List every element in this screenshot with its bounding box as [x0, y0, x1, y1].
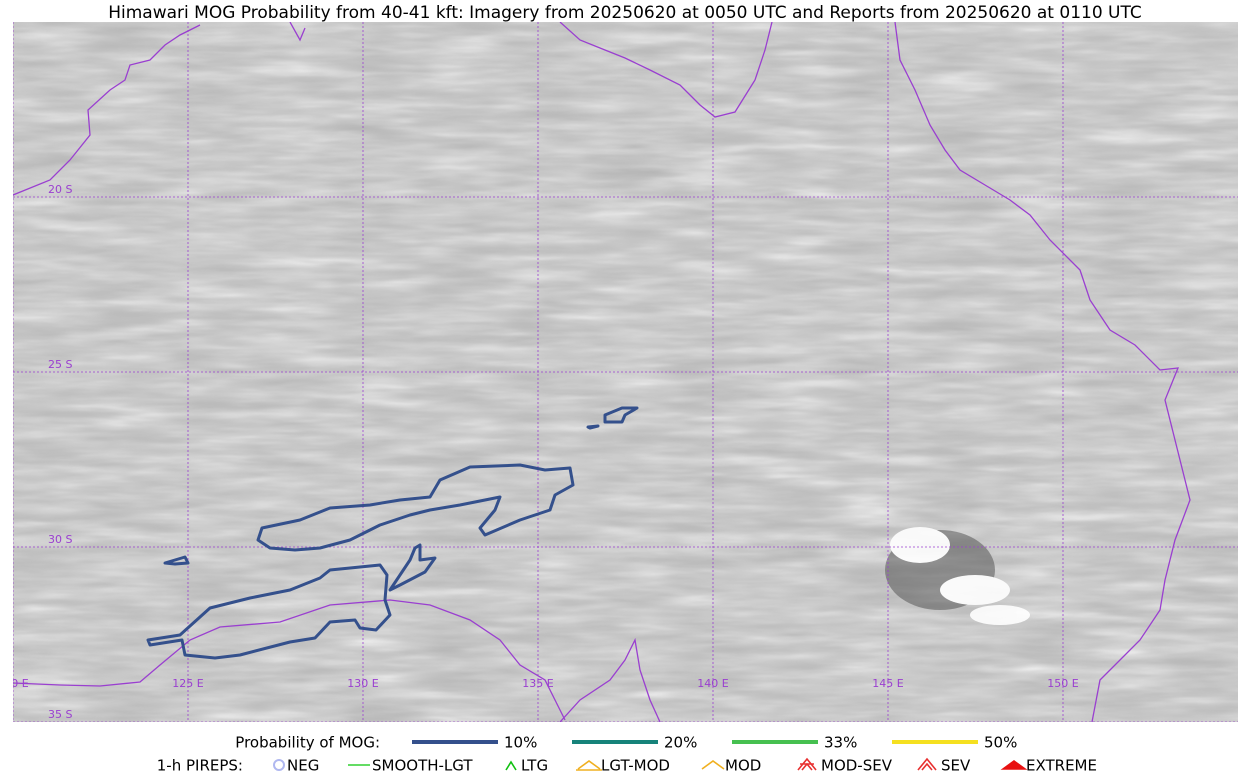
lat-label: 35 S — [48, 708, 72, 721]
pirep-icon — [917, 757, 937, 771]
pirep-label: NEG — [287, 757, 319, 775]
mog-legend-label: 10% — [504, 734, 537, 752]
lon-label: 120 E — [0, 677, 29, 690]
pirep-icon — [505, 760, 517, 771]
coastline-south — [13, 599, 661, 722]
pirep-legend-title: 1-h PIREPS: — [157, 757, 243, 775]
storm-cloud — [885, 527, 1030, 625]
lat-label: 20 S — [48, 183, 72, 196]
coastline-northwest — [13, 24, 201, 196]
legend: Probability of MOG: 10% 20% 33% 50% 1-h PIREP… — [157, 734, 1097, 775]
pirep-icon — [1000, 760, 1028, 770]
map-area: 120 E 125 E 130 E 135 E 140 E 145 E 150 E 20 S 2… — [0, 22, 1238, 722]
pirep-icon — [701, 760, 725, 770]
pirep-label: MOD — [725, 757, 761, 775]
pirep-label: LTG — [521, 757, 548, 775]
lon-label: 135 E — [522, 677, 553, 690]
lon-label: 125 E — [172, 677, 203, 690]
pirep-icon — [273, 759, 285, 771]
lon-label: 130 E — [347, 677, 378, 690]
pirep-label: SEV — [941, 757, 971, 775]
pirep-label: MOD-SEV — [821, 757, 893, 775]
lat-label: 30 S — [48, 533, 72, 546]
coastline-north — [289, 22, 773, 118]
mog-legend-label: 50% — [984, 734, 1017, 752]
coastline-east — [894, 22, 1191, 722]
pirep-icon — [797, 757, 817, 771]
mog-legend-title: Probability of MOG: — [235, 734, 380, 752]
title: Himawari MOG Probability from 40-41 kft:… — [108, 3, 1142, 23]
lat-label: 25 S — [48, 358, 72, 371]
pirep-icon — [576, 760, 602, 771]
pirep-label: SMOOTH-LGT — [372, 757, 473, 775]
grid-labels: 120 E 125 E 130 E 135 E 140 E 145 E 150 E 20 S 2… — [0, 183, 1079, 721]
mog-legend-label: 33% — [824, 734, 857, 752]
mog-10pct-contours — [146, 406, 639, 660]
lon-label: 150 E — [1047, 677, 1078, 690]
lon-label: 145 E — [872, 677, 903, 690]
lon-label: 140 E — [697, 677, 728, 690]
pirep-label: EXTREME — [1026, 757, 1097, 775]
pirep-label: LGT-MOD — [601, 757, 670, 775]
mog-legend-label: 20% — [664, 734, 697, 752]
grid — [13, 22, 1238, 722]
